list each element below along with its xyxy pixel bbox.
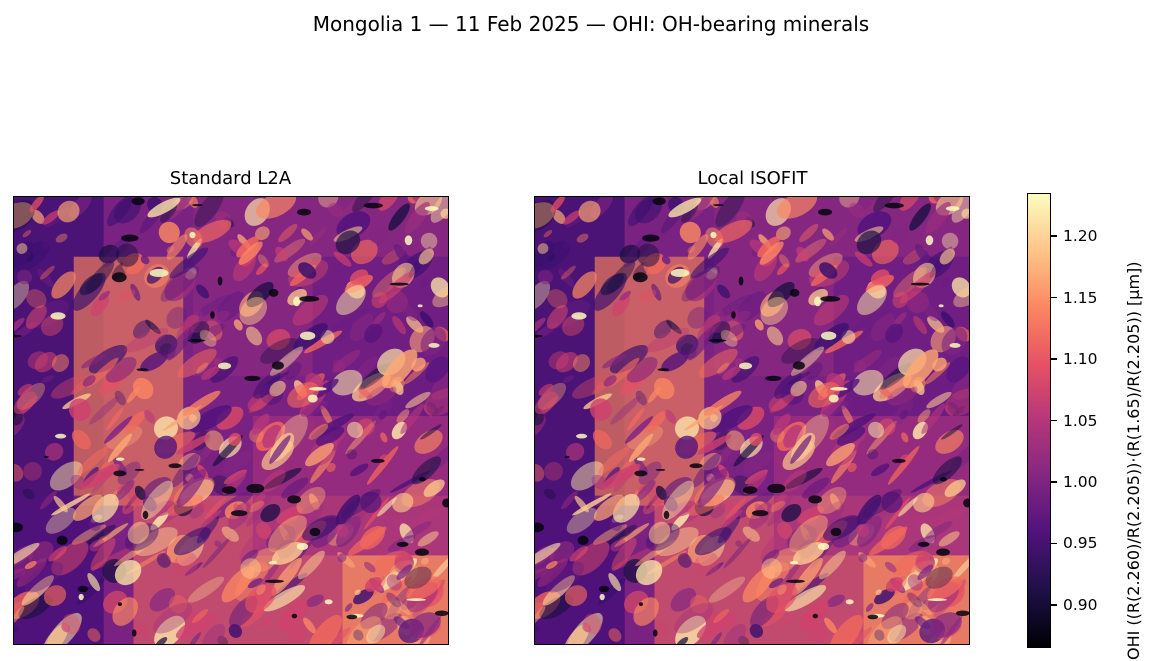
figure-title: Mongolia 1 — 11 Feb 2025 — OHI: OH-beari… [312, 12, 870, 36]
colorbar-tick-label: 0.95 [1063, 534, 1098, 553]
colorbar-tick-label: 1.05 [1063, 411, 1098, 430]
ohi-map-local-isofit [535, 197, 969, 644]
colorbar-tick-label: 1.00 [1063, 472, 1098, 491]
ohi-map-standard-l2a [14, 197, 448, 644]
panel-title-standard-l2a: Standard L2A [169, 168, 292, 189]
colorbar [1027, 193, 1051, 648]
image-panel-standard-l2a [13, 196, 449, 645]
colorbar-tick-mark [1051, 235, 1057, 237]
image-panel-local-isofit [534, 196, 970, 645]
colorbar-tick-label: 0.90 [1063, 595, 1098, 614]
colorbar-tick-label: 1.15 [1063, 288, 1098, 307]
colorbar-label: OHI ((R(2.260)/R(2.205))·(R(1.65)/R(2.20… [1124, 261, 1143, 660]
panel-title-local-isofit: Local ISOFIT [697, 168, 808, 189]
colorbar-tick-mark [1051, 358, 1057, 360]
colorbar-tick-label: 1.20 [1063, 227, 1098, 246]
colorbar-tick-mark [1051, 542, 1057, 545]
colorbar-tick-label: 1.10 [1063, 350, 1098, 368]
colorbar-tick-mark [1051, 419, 1057, 422]
colorbar-tick-mark [1051, 481, 1057, 483]
colorbar-tick-mark [1051, 604, 1057, 606]
colorbar-tick-mark [1051, 296, 1057, 299]
